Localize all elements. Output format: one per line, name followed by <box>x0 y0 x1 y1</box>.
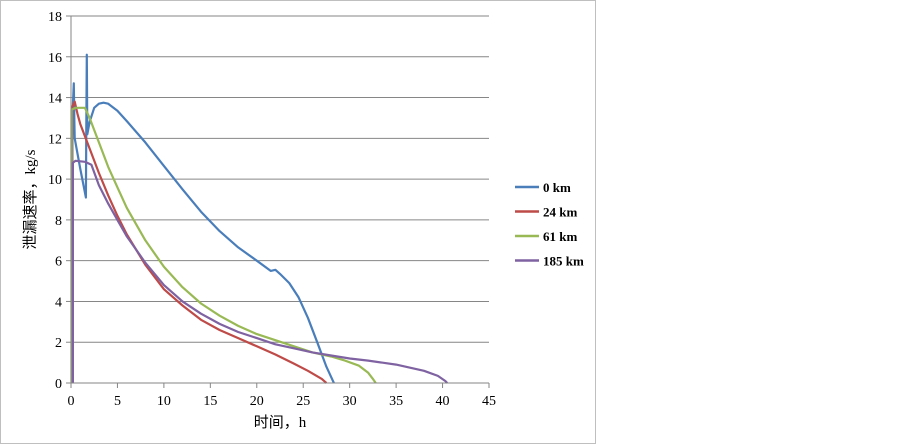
legend-label: 0 km <box>543 180 571 195</box>
legend-label: 24 km <box>543 205 577 220</box>
y-tick-label: 6 <box>55 255 62 270</box>
x-tick-label: 15 <box>203 394 217 409</box>
grid-lines <box>71 15 489 343</box>
y-tick-label: 2 <box>55 336 62 351</box>
y-tick-label: 0 <box>55 377 62 392</box>
y-tick-label: 8 <box>55 214 62 229</box>
series-line-2 <box>70 106 377 384</box>
x-tick-label: 45 <box>482 394 496 409</box>
legend-label: 185 km <box>543 254 584 269</box>
x-tick-label: 40 <box>436 394 450 409</box>
x-tick-label: 5 <box>114 394 121 409</box>
y-tick-label: 16 <box>48 51 62 66</box>
x-tick-label: 0 <box>68 394 75 409</box>
y-axis-title: 泄漏速率，kg/s <box>22 149 39 249</box>
series-line-1 <box>70 100 328 384</box>
chart-frame: 0 2 4 6 8 10 12 14 16 18 0 5 10 15 20 25 30 35 40 45 时间，h … <box>0 0 596 444</box>
x-tick-label: 20 <box>250 394 264 409</box>
series-lines <box>70 53 448 384</box>
series-line-0 <box>71 53 335 384</box>
x-tick-label: 10 <box>157 394 171 409</box>
x-tick-label: 35 <box>389 394 403 409</box>
y-tick-label: 18 <box>48 10 62 25</box>
legend-label: 61 km <box>543 229 577 244</box>
x-tick-label: 30 <box>343 394 357 409</box>
y-tick-label: 4 <box>55 295 62 310</box>
x-axis-title: 时间，h <box>254 414 307 431</box>
y-tick-label: 12 <box>48 132 62 147</box>
axes <box>66 15 490 388</box>
y-tick-label: 14 <box>48 92 62 107</box>
series-line-3 <box>71 159 448 384</box>
x-tick-label: 25 <box>296 394 310 409</box>
y-tick-label: 10 <box>48 173 62 188</box>
legend: 0 km 24 km 61 km 185 km <box>515 180 584 269</box>
y-tick-labels: 0 2 4 6 8 10 12 14 16 18 <box>48 10 62 392</box>
x-tick-labels: 0 5 10 15 20 25 30 35 40 45 <box>68 394 497 409</box>
